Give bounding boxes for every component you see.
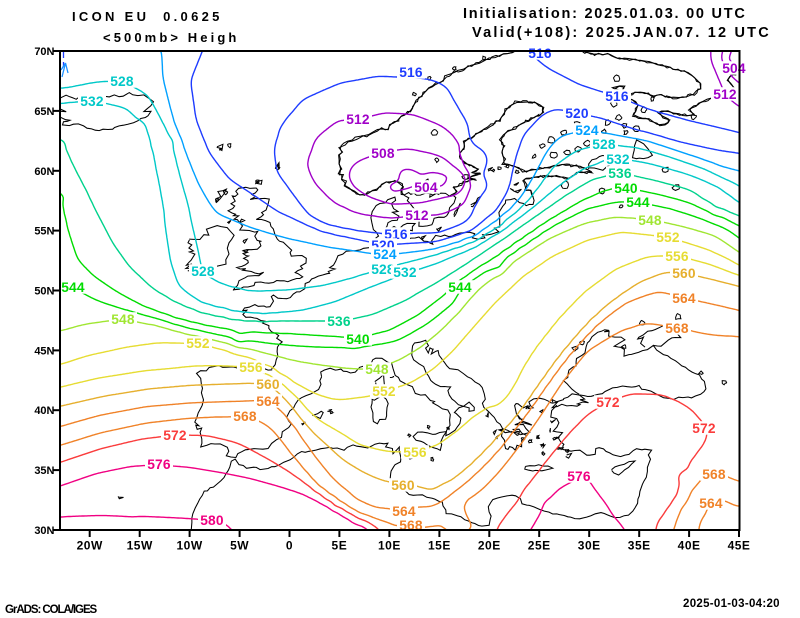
svg-text:564: 564 (699, 496, 723, 511)
svg-text:516: 516 (605, 89, 629, 104)
svg-text:504: 504 (722, 61, 746, 76)
svg-text:512: 512 (713, 87, 737, 102)
svg-text:15W: 15W (127, 539, 153, 553)
svg-text:524: 524 (575, 123, 599, 138)
svg-text:30N: 30N (34, 525, 54, 537)
svg-text:528: 528 (371, 262, 395, 277)
svg-text:564: 564 (392, 504, 416, 519)
svg-text:568: 568 (702, 467, 726, 482)
svg-text:532: 532 (80, 94, 104, 109)
svg-text:65N: 65N (34, 106, 54, 118)
svg-text:524: 524 (373, 247, 397, 262)
svg-text:540: 540 (614, 181, 638, 196)
svg-text:560: 560 (391, 478, 415, 493)
svg-text:50N: 50N (34, 286, 54, 298)
svg-text:560: 560 (256, 377, 280, 392)
svg-text:45N: 45N (34, 345, 54, 357)
svg-text:556: 556 (239, 360, 263, 375)
svg-text:568: 568 (665, 321, 689, 336)
svg-text:60N: 60N (34, 166, 54, 178)
svg-text:512: 512 (405, 208, 429, 223)
svg-text:536: 536 (608, 166, 632, 181)
svg-text:572: 572 (596, 395, 620, 410)
svg-text:5E: 5E (332, 539, 348, 553)
svg-text:30E: 30E (578, 539, 601, 553)
svg-text:504: 504 (414, 180, 438, 195)
svg-text:544: 544 (61, 280, 85, 295)
svg-text:528: 528 (191, 264, 215, 279)
svg-text:576: 576 (147, 457, 171, 472)
svg-text:40E: 40E (678, 539, 701, 553)
svg-text:556: 556 (665, 249, 689, 264)
svg-text:5W: 5W (230, 539, 249, 553)
svg-text:508: 508 (371, 146, 395, 161)
svg-text:55N: 55N (34, 226, 54, 238)
svg-text:70N: 70N (34, 46, 54, 58)
svg-text:564: 564 (672, 291, 696, 306)
svg-text:564: 564 (256, 394, 280, 409)
svg-text:0: 0 (286, 539, 293, 553)
svg-text:35E: 35E (628, 539, 651, 553)
svg-text:25E: 25E (528, 539, 551, 553)
svg-text:532: 532 (606, 152, 630, 167)
svg-text:40N: 40N (34, 405, 54, 417)
svg-text:548: 548 (638, 213, 662, 228)
svg-text:20W: 20W (77, 539, 103, 553)
svg-text:35N: 35N (34, 465, 54, 477)
svg-text:10E: 10E (378, 539, 401, 553)
svg-text:544: 544 (448, 280, 472, 295)
svg-text:552: 552 (186, 336, 210, 351)
svg-text:568: 568 (233, 409, 257, 424)
svg-text:540: 540 (346, 332, 370, 347)
svg-text:536: 536 (327, 314, 351, 329)
svg-text:528: 528 (110, 74, 134, 89)
svg-text:576: 576 (567, 469, 591, 484)
svg-text:544: 544 (626, 195, 650, 210)
svg-text:520: 520 (565, 106, 589, 121)
svg-text:532: 532 (393, 265, 417, 280)
svg-text:552: 552 (372, 384, 396, 399)
svg-text:580: 580 (200, 513, 224, 528)
svg-text:552: 552 (656, 230, 680, 245)
svg-text:560: 560 (672, 266, 696, 281)
svg-text:548: 548 (111, 312, 135, 327)
svg-text:512: 512 (346, 112, 370, 127)
svg-text:516: 516 (399, 65, 423, 80)
svg-text:10W: 10W (177, 539, 203, 553)
svg-text:572: 572 (163, 428, 187, 443)
svg-text:528: 528 (592, 137, 616, 152)
svg-text:572: 572 (692, 421, 716, 436)
svg-text:548: 548 (365, 362, 389, 377)
svg-text:556: 556 (403, 445, 427, 460)
svg-text:20E: 20E (478, 539, 501, 553)
svg-text:516: 516 (528, 46, 552, 61)
svg-text:15E: 15E (428, 539, 451, 553)
svg-text:45E: 45E (728, 539, 751, 553)
